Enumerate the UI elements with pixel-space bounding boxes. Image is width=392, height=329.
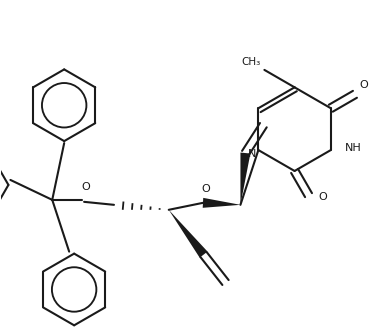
Text: O: O (318, 192, 327, 202)
Text: CH₃: CH₃ (241, 57, 260, 67)
Polygon shape (203, 198, 240, 208)
Polygon shape (240, 153, 250, 205)
Text: O: O (359, 80, 368, 90)
Text: O: O (201, 184, 211, 194)
Polygon shape (169, 210, 207, 258)
Text: N: N (248, 149, 257, 159)
Text: O: O (82, 182, 91, 192)
Text: NH: NH (345, 143, 361, 153)
